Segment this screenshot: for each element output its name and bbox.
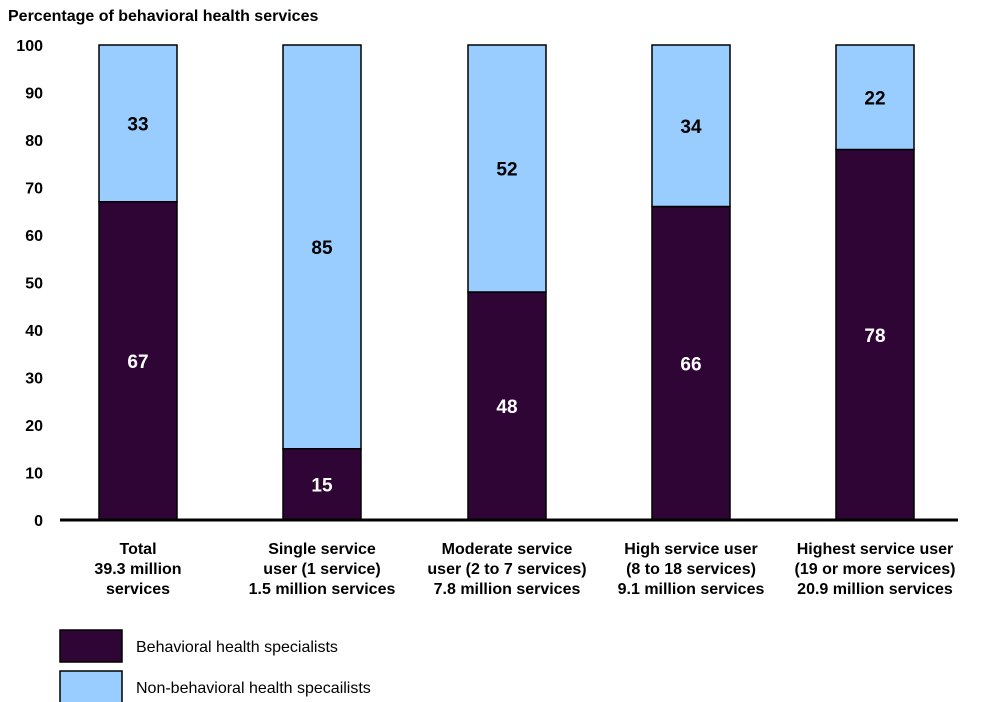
bar-segment-2-4 xyxy=(651,44,731,208)
category-label-line: 7.8 million services xyxy=(434,581,581,598)
bar-segment-1-1 xyxy=(98,201,178,521)
chart-title: Percentage of behavioral health services xyxy=(8,8,318,25)
category-label-line: 39.3 million xyxy=(94,561,181,578)
bar-segment-2-3 xyxy=(467,44,547,293)
y-tick-label-30: 30 xyxy=(25,371,43,388)
data-labels: 67 33 15 85 48 52 66 34 78 22 xyxy=(127,88,885,496)
legend-label-1: Behavioral health specialists xyxy=(136,639,338,656)
data-label-1-5: 78 xyxy=(864,326,885,347)
category-label-line: 9.1 million services xyxy=(618,581,765,598)
data-label-1-2: 15 xyxy=(311,475,333,496)
category-label-line: High service user xyxy=(624,541,757,558)
y-tick-label-70: 70 xyxy=(25,181,43,198)
bar-segment-2-2 xyxy=(282,44,362,450)
bar-segment-1-3 xyxy=(467,291,547,521)
y-tick-label-80: 80 xyxy=(25,133,43,150)
bars xyxy=(98,44,915,521)
category-label-line: services xyxy=(106,581,170,598)
data-label-1-3: 48 xyxy=(496,397,517,418)
category-label-line: Moderate service xyxy=(442,541,573,558)
data-label-2-3: 52 xyxy=(496,160,517,181)
y-tick-label-100: 100 xyxy=(16,38,43,55)
data-label-2-5: 22 xyxy=(864,88,885,109)
category-label-line: 1.5 million services xyxy=(249,581,396,598)
data-label-2-1: 33 xyxy=(127,114,148,135)
category-label-line: user (1 service) xyxy=(263,561,380,578)
category-label-1: Total 39.3 million services xyxy=(94,541,181,598)
category-label-line: Single service xyxy=(268,541,376,558)
category-label-line: 20.9 million services xyxy=(797,581,953,598)
x-axis-category-labels: Total 39.3 million services Single service u… xyxy=(94,541,955,598)
y-tick-label-20: 20 xyxy=(25,418,43,435)
category-label-line: Total xyxy=(119,541,156,558)
y-axis: 0 10 20 30 40 50 60 70 80 90 100 xyxy=(16,38,43,530)
category-label-5: Highest service user (19 or more services… xyxy=(795,541,956,598)
category-label-line: user (2 to 7 services) xyxy=(427,561,586,578)
category-label-3: Moderate service user (2 to 7 services) 7.… xyxy=(427,541,586,598)
category-label-2: Single service user (1 service) 1.5 millio… xyxy=(249,541,396,598)
bar-segment-2-5 xyxy=(835,44,915,151)
y-tick-label-90: 90 xyxy=(25,86,43,103)
y-tick-label-0: 0 xyxy=(34,513,43,530)
data-label-2-4: 34 xyxy=(680,117,702,138)
category-label-4: High service user (8 to 18 services) 9.1 m… xyxy=(618,541,765,598)
category-label-line: Highest service user xyxy=(797,541,954,558)
legend-swatch-1 xyxy=(59,629,123,663)
y-tick-label-40: 40 xyxy=(25,323,43,340)
data-label-1-1: 67 xyxy=(127,352,148,373)
category-label-line: (19 or more services) xyxy=(795,561,956,578)
legend: Behavioral health specialists Non-behavio… xyxy=(59,629,371,702)
bar-segment-2-1 xyxy=(98,44,178,203)
y-tick-label-50: 50 xyxy=(25,276,43,293)
y-tick-label-60: 60 xyxy=(25,228,43,245)
data-label-1-4: 66 xyxy=(680,354,701,375)
y-tick-label-10: 10 xyxy=(25,466,43,483)
data-label-2-2: 85 xyxy=(311,238,333,259)
legend-swatch-2 xyxy=(59,670,123,702)
category-label-line: (8 to 18 services) xyxy=(626,561,756,578)
legend-label-2: Non-behavioral health specailists xyxy=(136,680,371,697)
